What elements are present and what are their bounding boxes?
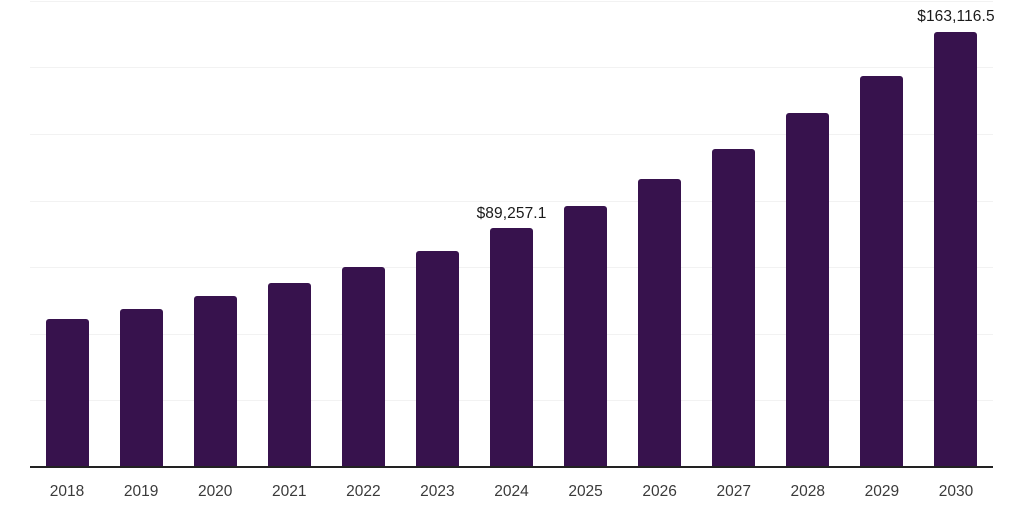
bar-2023[interactable] [415,251,459,466]
value-label-2030: $163,116.5 [917,8,995,26]
bar-2020[interactable] [193,296,237,466]
gridline [30,67,993,69]
bar-2024[interactable] [490,228,533,466]
bar-2019[interactable] [119,308,163,466]
x-tick-2024: 2024 [494,483,529,500]
bar-2029[interactable] [860,76,904,466]
x-axis-line [30,466,993,468]
x-tick-2025: 2025 [568,483,603,500]
bar-2021[interactable] [267,283,311,466]
gridline [30,200,993,202]
bar-2018[interactable] [45,318,89,466]
bar-2026[interactable] [638,178,682,466]
x-tick-2023: 2023 [420,483,455,500]
x-tick-2018: 2018 [49,483,85,500]
bar-2030[interactable] [934,31,978,466]
x-tick-2030: 2030 [938,483,974,500]
bar-2025[interactable] [564,206,608,466]
bar-2022[interactable] [341,267,385,466]
x-tick-2019: 2019 [123,483,159,500]
value-label-2024: $89,257.1 [476,204,547,222]
bar-2028[interactable] [786,112,830,466]
x-tick-2027: 2027 [716,483,751,500]
plot-area: $89,257.1 $163,116.5 [30,0,995,468]
x-tick-2020: 2020 [197,483,233,500]
gridline [30,134,993,136]
x-tick-2029: 2029 [864,483,900,500]
x-tick-2028: 2028 [790,483,826,500]
gridline [30,0,993,2]
x-axis: 2018 2019 2020 2021 2022 2023 2024 2025 2026 2027… [30,468,993,512]
x-tick-2022: 2022 [346,483,381,500]
x-tick-2021: 2021 [272,483,307,500]
bar-2027[interactable] [712,149,756,466]
x-tick-2026: 2026 [642,483,677,500]
